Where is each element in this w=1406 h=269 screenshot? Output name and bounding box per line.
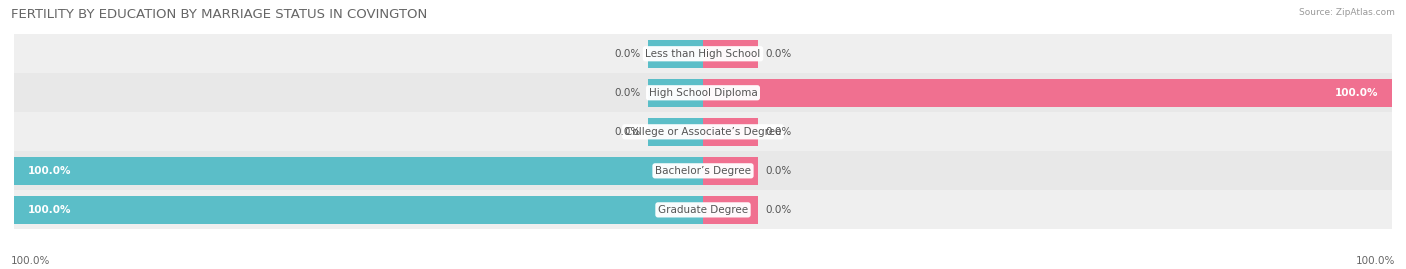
Text: 0.0%: 0.0% (614, 49, 641, 59)
Text: Source: ZipAtlas.com: Source: ZipAtlas.com (1299, 8, 1395, 17)
Text: 100.0%: 100.0% (1355, 256, 1395, 266)
Bar (14, 196, 703, 224)
Bar (648, 79, 703, 107)
Text: Bachelor’s Degree: Bachelor’s Degree (655, 166, 751, 176)
Text: Less than High School: Less than High School (645, 49, 761, 59)
Text: 0.0%: 0.0% (765, 166, 792, 176)
Bar (14, 112, 1392, 151)
Bar (703, 79, 1392, 107)
Bar (648, 40, 703, 68)
Text: Graduate Degree: Graduate Degree (658, 205, 748, 215)
Bar (703, 118, 758, 146)
Bar (703, 40, 758, 68)
Bar (14, 157, 703, 185)
Text: 0.0%: 0.0% (614, 88, 641, 98)
Text: 0.0%: 0.0% (765, 205, 792, 215)
Text: 0.0%: 0.0% (765, 49, 792, 59)
Text: FERTILITY BY EDUCATION BY MARRIAGE STATUS IN COVINGTON: FERTILITY BY EDUCATION BY MARRIAGE STATU… (11, 8, 427, 21)
Text: 100.0%: 100.0% (28, 205, 72, 215)
Text: 0.0%: 0.0% (614, 127, 641, 137)
Bar (648, 118, 703, 146)
Text: 100.0%: 100.0% (28, 166, 72, 176)
Bar (703, 196, 758, 224)
Bar (14, 151, 1392, 190)
Text: 100.0%: 100.0% (11, 256, 51, 266)
Bar (703, 157, 758, 185)
Text: 100.0%: 100.0% (1334, 88, 1378, 98)
Text: High School Diploma: High School Diploma (648, 88, 758, 98)
Text: College or Associate’s Degree: College or Associate’s Degree (624, 127, 782, 137)
Text: 0.0%: 0.0% (765, 127, 792, 137)
Bar (14, 73, 1392, 112)
Bar (14, 190, 1392, 229)
Bar (14, 34, 1392, 73)
